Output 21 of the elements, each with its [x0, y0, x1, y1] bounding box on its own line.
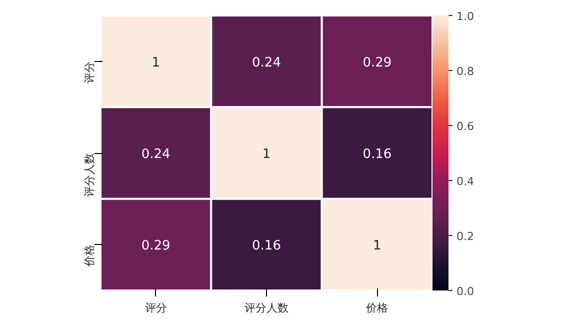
data-label: 0.24 — [141, 147, 170, 162]
color-bar-label: 0.4 — [456, 175, 474, 188]
x-tick-label: 评分 — [144, 302, 167, 314]
x-tick-label: 价格 — [365, 302, 388, 314]
data-label: 0.29 — [362, 55, 392, 70]
data-label: 1 — [262, 147, 271, 162]
color-bar-label: 0.8 — [456, 65, 474, 78]
data-label: 0.24 — [252, 55, 281, 70]
y-tick-label: 价格 — [83, 244, 96, 268]
y-tick-label: 评分 — [83, 61, 96, 84]
data-label: 0.16 — [252, 238, 281, 254]
data-label: 1 — [373, 238, 382, 254]
color-bar-label: 0.0 — [456, 285, 474, 298]
data-label: 1 — [152, 55, 160, 70]
color-bar-label: 1.0 — [456, 10, 474, 23]
data-label: 0.29 — [141, 238, 170, 254]
x-tick-label: 评分人数 — [244, 302, 288, 314]
data-label: 0.16 — [362, 147, 392, 162]
color-bar-label: 0.6 — [456, 120, 474, 133]
y-tick-label: 评分人数 — [83, 153, 96, 197]
color-bar-label: 0.2 — [456, 230, 474, 243]
